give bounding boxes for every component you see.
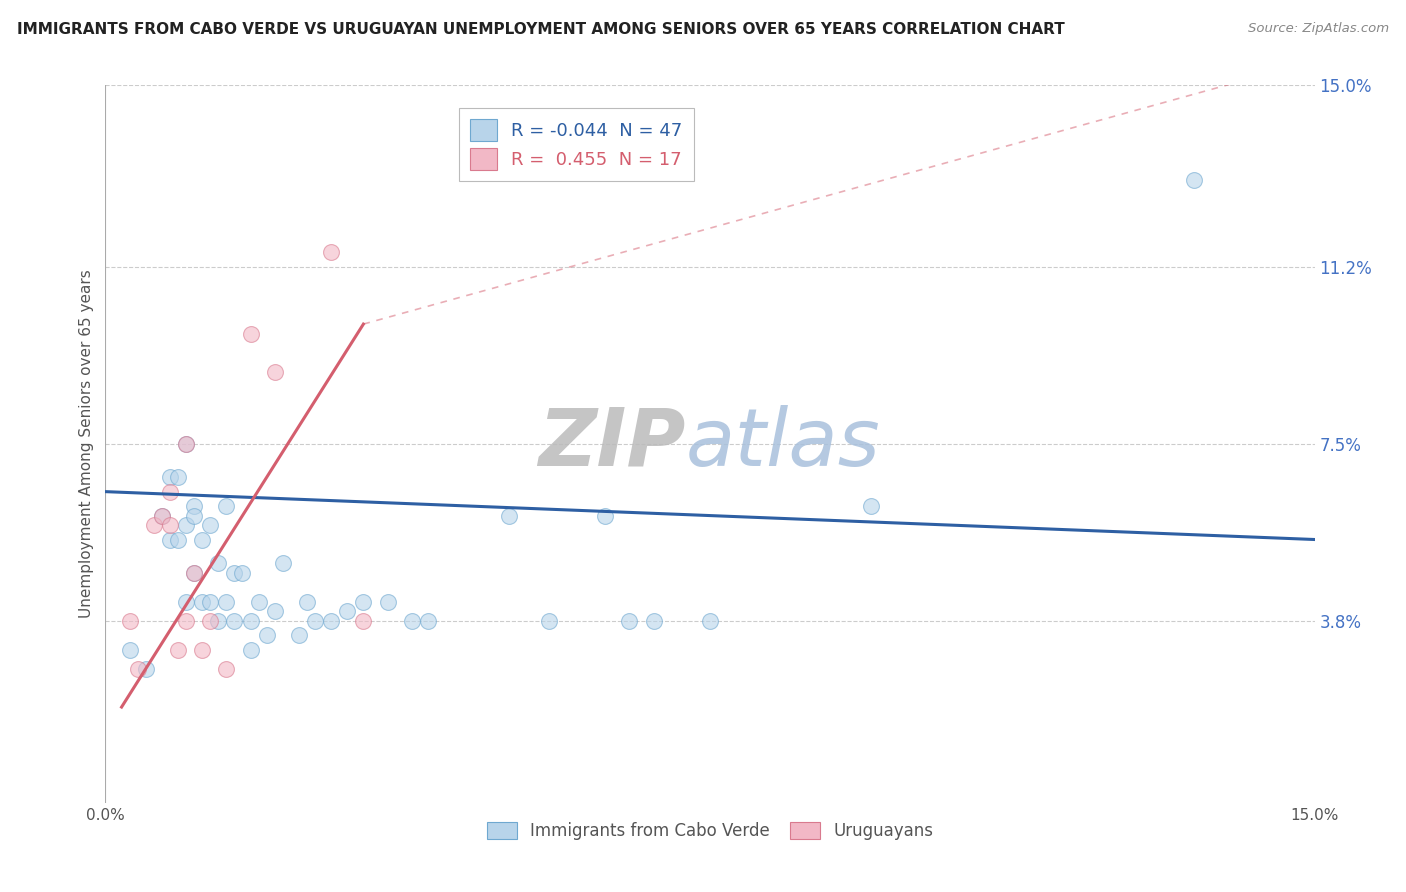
Point — [200, 595, 222, 609]
Point — [239, 614, 262, 628]
Point — [231, 566, 253, 580]
Point — [200, 518, 222, 533]
Point — [174, 436, 197, 450]
Text: IMMIGRANTS FROM CABO VERDE VS URUGUAYAN UNEMPLOYMENT AMONG SENIORS OVER 65 YEARS: IMMIGRANTS FROM CABO VERDE VS URUGUAYAN … — [17, 22, 1064, 37]
Point — [191, 595, 214, 609]
Point — [191, 533, 214, 547]
Point — [295, 595, 318, 609]
Text: ZIP: ZIP — [538, 405, 686, 483]
Point — [224, 614, 246, 628]
Point — [167, 470, 190, 484]
Point — [619, 614, 641, 628]
Point — [224, 566, 246, 580]
Point — [135, 662, 157, 676]
Point — [118, 642, 141, 657]
Point — [159, 533, 181, 547]
Point — [215, 499, 238, 513]
Point — [263, 365, 285, 379]
Point — [207, 557, 229, 571]
Point — [167, 533, 190, 547]
Point — [321, 614, 343, 628]
Point — [200, 614, 222, 628]
Point — [174, 518, 197, 533]
Point — [288, 628, 311, 642]
Point — [377, 595, 399, 609]
Point — [191, 642, 214, 657]
Point — [860, 499, 883, 513]
Point — [304, 614, 326, 628]
Point — [159, 518, 181, 533]
Point — [183, 499, 205, 513]
Point — [498, 508, 520, 523]
Point — [537, 614, 560, 628]
Point — [159, 484, 181, 499]
Point — [215, 595, 238, 609]
Point — [142, 518, 165, 533]
Point — [416, 614, 439, 628]
Point — [321, 245, 343, 260]
Point — [239, 326, 262, 341]
Point — [150, 508, 173, 523]
Text: atlas: atlas — [686, 405, 880, 483]
Point — [1182, 173, 1205, 187]
Point — [263, 604, 285, 618]
Point — [174, 436, 197, 450]
Point — [239, 642, 262, 657]
Point — [207, 614, 229, 628]
Point — [183, 508, 205, 523]
Point — [118, 614, 141, 628]
Point — [643, 614, 665, 628]
Point — [699, 614, 721, 628]
Point — [174, 614, 197, 628]
Point — [215, 662, 238, 676]
Point — [150, 508, 173, 523]
Point — [159, 470, 181, 484]
Point — [167, 642, 190, 657]
Point — [271, 557, 294, 571]
Text: Source: ZipAtlas.com: Source: ZipAtlas.com — [1249, 22, 1389, 36]
Point — [183, 566, 205, 580]
Point — [401, 614, 423, 628]
Point — [256, 628, 278, 642]
Point — [183, 566, 205, 580]
Point — [336, 604, 359, 618]
Point — [127, 662, 149, 676]
Point — [352, 595, 374, 609]
Y-axis label: Unemployment Among Seniors over 65 years: Unemployment Among Seniors over 65 years — [79, 269, 94, 618]
Point — [593, 508, 616, 523]
Point — [352, 614, 374, 628]
Point — [247, 595, 270, 609]
Point — [174, 595, 197, 609]
Legend: Immigrants from Cabo Verde, Uruguayans: Immigrants from Cabo Verde, Uruguayans — [478, 814, 942, 848]
